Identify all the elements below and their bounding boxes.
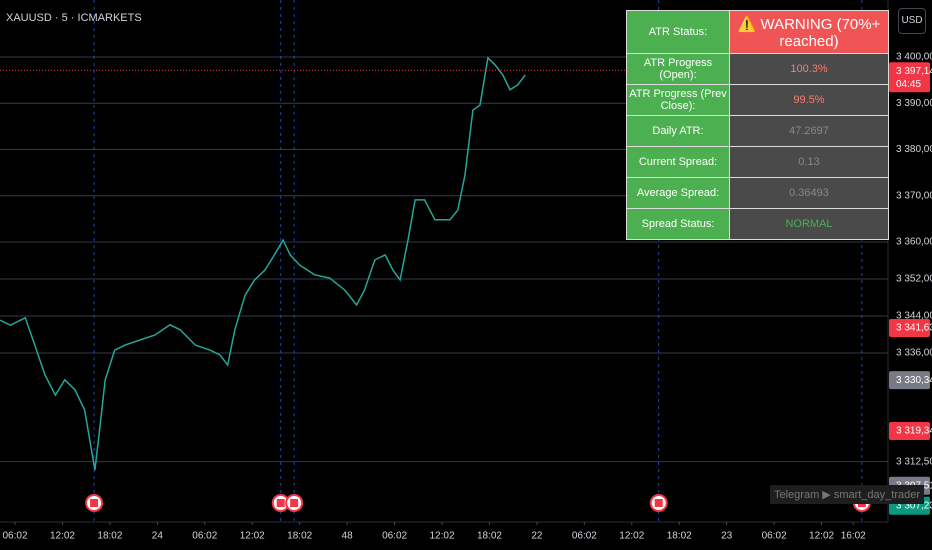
table-label: Average Spread: [626, 177, 730, 209]
price-tag [889, 62, 930, 93]
table-label: Daily ATR: [626, 115, 730, 147]
price-tag-label: 3 319,34 [896, 426, 932, 437]
x-tick-label: 48 [342, 531, 354, 542]
y-tick-label: 3 370,00 [896, 190, 932, 201]
x-tick-label: 22 [531, 531, 543, 542]
price-tag [889, 422, 930, 441]
event-flag [90, 499, 99, 507]
table-label: ATR Progress (Open): [626, 53, 730, 85]
countdown: 04:45 [896, 79, 921, 90]
price-tag-label: 3 397,14 [896, 66, 932, 77]
x-tick-label: 18:02 [667, 531, 692, 542]
table-value: 0.13 [729, 146, 889, 178]
x-tick-label: 23 [721, 531, 733, 542]
symbol[interactable]: XAUUSD · 5 · ICMARKETS [6, 12, 142, 24]
currency-button[interactable]: USD [898, 8, 926, 34]
atr-table: ATR Status: ⚠️ WARNING (70%+ reached) ATR … [626, 10, 889, 240]
x-tick-label: 24 [152, 531, 164, 542]
table-row: Daily ATR: 47.2697 [626, 115, 889, 147]
price-line [0, 56, 526, 471]
event-flag [276, 499, 285, 507]
table-row: ATR Progress (Open): 100.3% [626, 53, 889, 85]
price-tag-label: 3 330,34 [896, 375, 932, 386]
table-label: ATR Progress (Prev Close): [626, 84, 730, 116]
table-value: ⚠️ WARNING (70%+ reached) [729, 10, 889, 54]
table-row: ATR Progress (Prev Close): 99.5% [626, 84, 889, 116]
x-tick-label: 06:02 [762, 531, 787, 542]
y-tick-label: 3 352,00 [896, 274, 932, 285]
x-tick-label: 12:02 [50, 531, 75, 542]
y-tick-label: 3 312,50 [896, 456, 932, 467]
x-tick-label: 06:02 [192, 531, 217, 542]
y-tick-label: 3 390,00 [896, 98, 932, 109]
x-tick-label: 06:02 [3, 531, 28, 542]
price-tag [889, 371, 930, 390]
x-tick-label: 06:02 [382, 531, 407, 542]
table-value: 0.36493 [729, 177, 889, 209]
x-tick-label: 06:02 [572, 531, 597, 542]
table-value: NORMAL [729, 208, 889, 240]
y-tick-label: 3 360,00 [896, 237, 932, 248]
price-tag [889, 318, 930, 337]
x-tick-label: 12:02 [240, 531, 265, 542]
x-tick-label: 18:02 [477, 531, 502, 542]
price-tag-label: 3 341,63 [896, 323, 932, 334]
table-label: ATR Status: [626, 10, 730, 54]
x-tick-label: 18:02 [97, 531, 122, 542]
table-value: 100.3% [729, 53, 889, 85]
table-value: 47.2697 [729, 115, 889, 147]
table-value: 99.5% [729, 84, 889, 116]
y-tick-label: 3 400,00 [896, 52, 932, 63]
x-tick-label: 12:02 [430, 531, 455, 542]
table-row: Average Spread: 0.36493 [626, 177, 889, 209]
watermark: Telegram ▶ smart_day_trader [770, 485, 925, 504]
event-flag [654, 499, 663, 507]
y-tick-label: 3 380,00 [896, 144, 932, 155]
table-row: Current Spread: 0.13 [626, 146, 889, 178]
x-tick-label: 16:02 [841, 531, 866, 542]
table-label: Current Spread: [626, 146, 730, 178]
x-tick-label: 12:02 [809, 531, 834, 542]
table-row: Spread Status: NORMAL [626, 208, 889, 240]
price-tag-label: 3 307,23 [896, 500, 932, 511]
x-tick-label: 18:02 [287, 531, 312, 542]
x-tick-label: 12:02 [619, 531, 644, 542]
y-tick-label: 3 344,00 [896, 311, 932, 322]
table-label: Spread Status: [626, 208, 730, 240]
y-tick-label: 3 336,00 [896, 348, 932, 359]
table-row: ATR Status: ⚠️ WARNING (70%+ reached) [626, 10, 889, 54]
event-flag [290, 499, 299, 507]
